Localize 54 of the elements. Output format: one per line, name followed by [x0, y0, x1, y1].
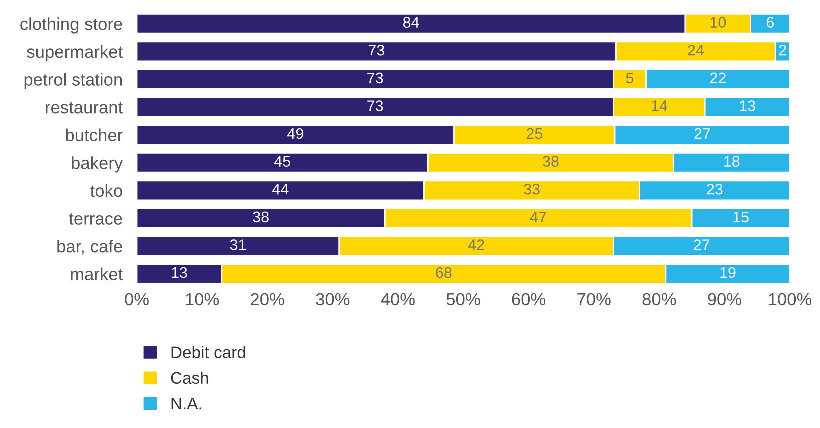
data-label: 47 [530, 212, 546, 222]
data-label: 49 [288, 128, 304, 140]
data-label: 45 [274, 156, 290, 167]
y-tick-label: supermarket [27, 45, 123, 62]
data-label: 15 [734, 212, 749, 223]
data-label: 31 [230, 240, 246, 250]
x-tick-label: 60% [512, 293, 546, 306]
data-label: 73 [368, 72, 384, 84]
legend-label: N.A. [172, 398, 202, 410]
data-label: 44 [272, 184, 289, 195]
y-tick-label: clothing store [20, 18, 122, 34]
data-label: 84 [403, 17, 420, 28]
data-label: 27 [694, 240, 710, 250]
data-label: 10 [710, 17, 726, 28]
x-tick-label: 10% [186, 293, 220, 306]
y-tick-label: market [71, 268, 123, 281]
x-tick-label: 90% [708, 293, 742, 306]
data-label: 13 [172, 267, 188, 278]
data-label: 38 [253, 212, 269, 223]
x-tick-label: 70% [578, 293, 611, 306]
data-label: 2 [779, 44, 786, 56]
y-tick-label: terrace [69, 214, 122, 225]
y-tick-label: toko [90, 184, 122, 198]
x-tick-label: 50% [446, 293, 480, 306]
data-label: 23 [707, 184, 723, 195]
data-label: 6 [766, 17, 774, 28]
data-label: 22 [710, 72, 726, 84]
data-label: 18 [724, 156, 740, 167]
legend-label: Debit card [172, 346, 246, 358]
data-label: 42 [468, 240, 484, 250]
y-tick-label: petrol station [24, 73, 122, 90]
x-tick-label: 80% [642, 293, 676, 306]
x-tick-label: 40% [381, 293, 415, 306]
y-tick-label: restaurant [46, 102, 123, 114]
data-label: 24 [688, 44, 704, 56]
data-label: 68 [436, 267, 452, 278]
x-tick-label: 100% [769, 293, 812, 306]
data-label: 13 [740, 100, 756, 112]
data-label: 14 [652, 100, 668, 112]
data-label: 5 [626, 72, 634, 84]
x-tick-label: 0% [125, 293, 149, 306]
data-label: 25 [526, 128, 543, 140]
x-tick-label: 20% [251, 293, 284, 306]
data-label: 73 [368, 44, 384, 56]
data-label: 27 [694, 128, 710, 140]
y-tick-label: bakery [72, 156, 124, 173]
legend-label: Cash [171, 372, 208, 384]
x-tick-label: 30% [316, 293, 350, 306]
y-tick-label: butcher [66, 128, 123, 142]
data-label: 19 [720, 267, 736, 278]
y-tick-label: bar, cafe [58, 240, 122, 255]
data-label: 33 [524, 184, 540, 195]
data-label: 73 [368, 100, 384, 112]
data-label: 38 [543, 156, 559, 167]
